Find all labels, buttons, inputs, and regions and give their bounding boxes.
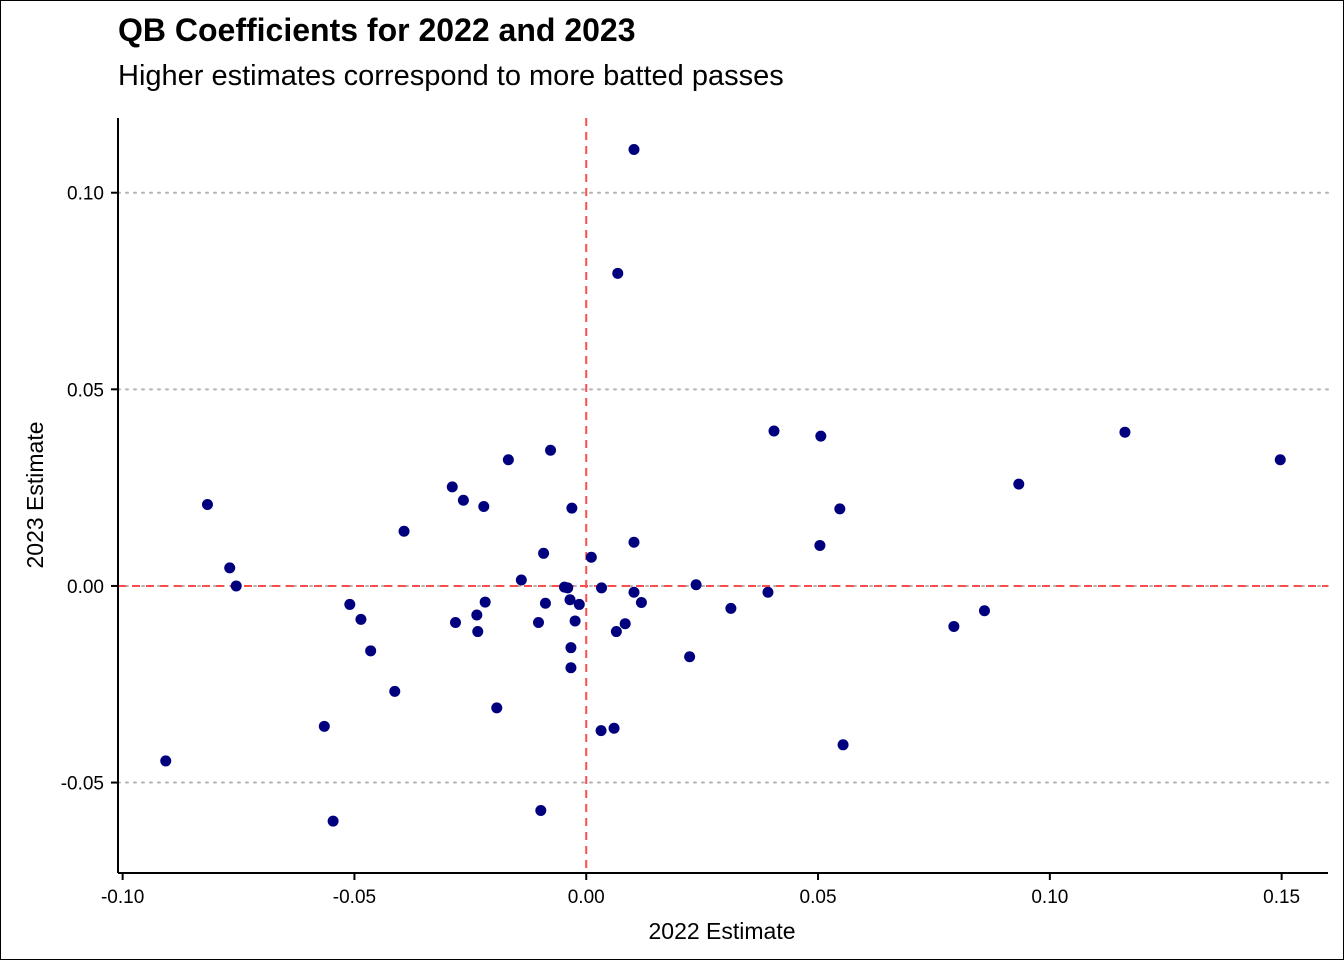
data-point [478,501,490,513]
data-point [834,503,846,515]
gridlines [117,191,1329,784]
y-axis-label: 2023 Estimate [22,421,48,568]
data-point [1274,454,1286,466]
data-point [610,626,622,638]
data-point [564,594,576,606]
data-point [344,598,356,610]
data-point [472,626,484,638]
data-point [978,605,990,617]
data-point [635,596,647,608]
y-tick-label: 0.05 [67,380,104,401]
data-point [515,574,527,586]
data-point [318,720,330,732]
data-point [535,804,547,816]
data-point [619,618,631,630]
data-point [545,444,557,456]
data-point [762,586,774,598]
data-point [948,620,960,632]
data-point [565,642,577,654]
data-point [446,481,458,493]
data-point [450,617,462,629]
x-tick-label: 0.10 [1031,887,1068,908]
data-point [201,499,213,511]
data-point [768,425,780,437]
data-point [565,662,577,674]
data-points [160,143,1286,827]
data-point [457,494,469,506]
x-tick-label: 0.00 [568,887,605,908]
data-point [327,815,339,827]
data-point [479,596,491,608]
data-point [398,525,410,537]
x-tick-label: 0.15 [1263,887,1300,908]
data-point [612,267,624,279]
data-point [539,597,551,609]
data-point [628,143,640,155]
y-tick-label: 0.00 [67,577,104,598]
data-point [837,739,849,751]
data-point [608,722,620,734]
data-point [628,536,640,548]
data-point [491,702,503,714]
data-point [566,502,578,514]
data-point [684,651,696,663]
data-point [224,562,236,574]
data-point [1119,426,1131,438]
reference-lines [118,118,1328,873]
data-point [355,613,367,625]
y-tick-label: -0.05 [61,774,104,795]
axes: -0.10 -0.05 0.00 0.05 0.10 0.15 -0.05 0.00 0.05 0… [61,118,1328,908]
data-point [365,645,377,657]
chart-title: QB Coefficients for 2022 and 2023 [118,12,636,48]
data-point [573,598,585,610]
data-point [595,725,607,737]
data-point [389,685,401,697]
data-point [230,580,242,592]
x-tick-label: -0.10 [101,887,144,908]
data-point [815,430,827,442]
x-tick-label: -0.05 [333,887,376,908]
data-point [569,615,581,627]
x-tick-label: 0.05 [800,887,837,908]
data-point [585,551,597,563]
data-point [471,609,483,621]
data-point [532,617,544,629]
data-point [558,581,570,593]
y-tick-label: 0.10 [67,184,104,205]
data-point [160,755,172,767]
data-point [725,602,737,614]
data-point [502,454,514,466]
x-axis-label: 2022 Estimate [648,918,795,944]
data-point [628,586,640,598]
data-point [596,582,608,594]
data-point [690,579,702,591]
chart-subtitle: Higher estimates correspond to more batt… [118,60,784,92]
data-point [814,539,826,551]
data-point [538,547,550,559]
data-point [1013,478,1025,490]
